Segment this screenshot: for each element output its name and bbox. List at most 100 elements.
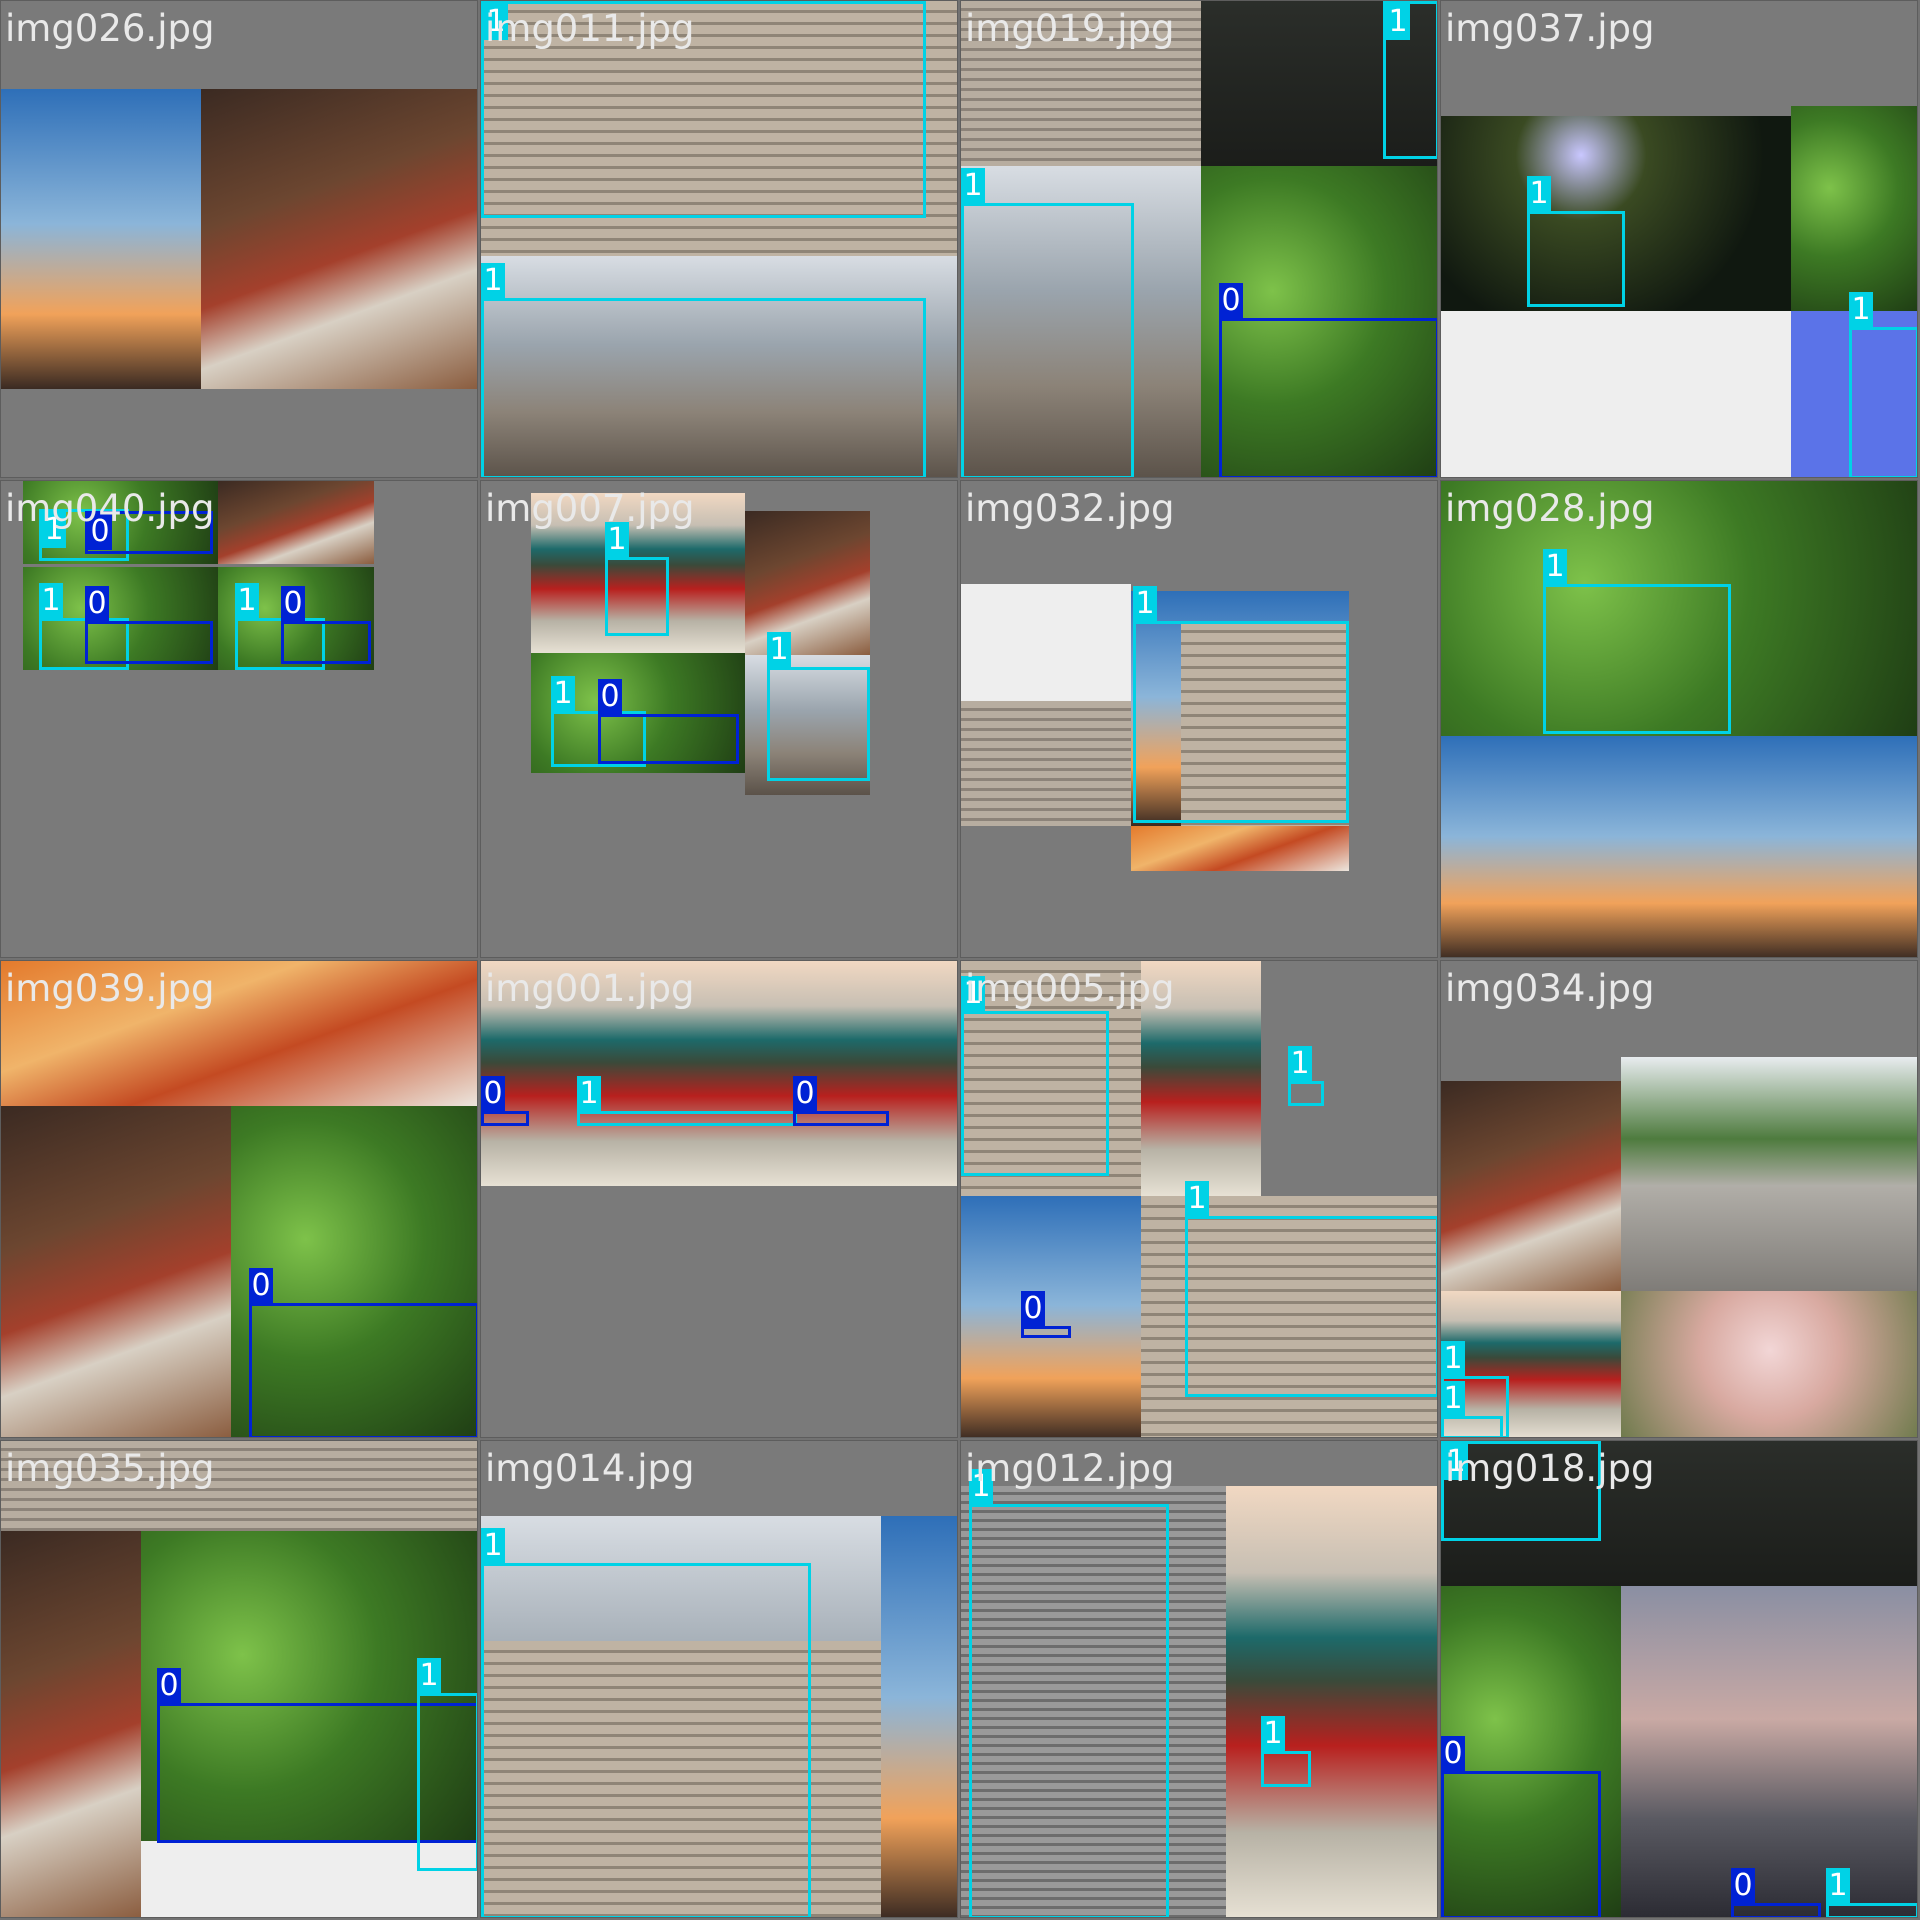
detection-box-class-1: 1 xyxy=(605,522,669,636)
photo-region xyxy=(1441,1291,1621,1437)
detection-box-class-1: 1 xyxy=(577,1076,797,1126)
photo-region xyxy=(1,961,477,1106)
detection-class-label: 1 xyxy=(961,976,985,1012)
detection-box-class-1: 1 xyxy=(235,583,325,670)
detection-box-class-1: 1 xyxy=(961,976,1109,1176)
detection-class-label: 1 xyxy=(1543,549,1567,585)
image-filename: img011.jpg xyxy=(485,7,695,50)
image-filename: img035.jpg xyxy=(5,1447,215,1490)
photo-region xyxy=(961,1196,1141,1437)
detection-class-label: 1 xyxy=(1386,4,1410,40)
detection-box-class-1: 1 xyxy=(1261,1716,1311,1787)
detection-class-label: 1 xyxy=(1444,1444,1468,1480)
detection-class-label: 1 xyxy=(1441,1381,1465,1417)
detection-box-class-0: 0 xyxy=(281,586,371,664)
detection-class-label: 1 xyxy=(767,632,791,668)
mosaic-tile: 1 0 1 0 1 0 img040.jpg xyxy=(0,480,478,958)
detection-box-class-1: 1 xyxy=(1441,1441,1601,1541)
photo-region xyxy=(1621,1057,1917,1291)
photo-region xyxy=(531,493,745,653)
photo-region xyxy=(961,1,1201,166)
photo-region xyxy=(1,1106,231,1437)
photo-region xyxy=(218,481,374,564)
photo-region xyxy=(1441,736,1917,957)
photo-region xyxy=(1441,481,1917,736)
photo-region xyxy=(481,1,957,256)
photo-region xyxy=(1226,1486,1437,1917)
detection-box-class-0: 0 xyxy=(157,1668,477,1843)
detection-box-class-1: 1 xyxy=(417,1658,477,1871)
detection-class-label: 1 xyxy=(1849,292,1873,328)
detection-class-label: 0 xyxy=(249,1268,273,1304)
detection-class-label: 0 xyxy=(793,1076,817,1112)
photo-region xyxy=(1201,166,1437,477)
photo-region xyxy=(1,1441,477,1531)
image-filename: img037.jpg xyxy=(1445,7,1655,50)
detection-box-class-0: 0 xyxy=(1731,1868,1821,1917)
mosaic-tile: 1 0 0 1 img018.jpg xyxy=(1440,1440,1918,1918)
mosaic-tile: img026.jpg xyxy=(0,0,478,478)
photo-region xyxy=(481,1641,881,1917)
detection-box-class-0: 0 xyxy=(85,586,213,664)
detection-class-label: 1 xyxy=(1441,1341,1465,1377)
photo-region xyxy=(1181,621,1349,826)
detection-class-label: 1 xyxy=(481,263,505,299)
detection-class-label: 0 xyxy=(1441,1736,1465,1772)
detection-class-label: 0 xyxy=(1731,1868,1755,1904)
detection-class-label: 0 xyxy=(481,1076,505,1112)
image-filename: img005.jpg xyxy=(965,967,1175,1010)
mosaic-tile: 1 1 img034.jpg xyxy=(1440,960,1918,1438)
detection-class-label: 1 xyxy=(1527,176,1551,212)
photo-region xyxy=(745,511,870,655)
mosaic-tile: 1 1 0 1 img005.jpg xyxy=(960,960,1438,1438)
detection-box-class-1: 1 xyxy=(39,509,129,561)
image-filename: img034.jpg xyxy=(1445,967,1655,1010)
detection-class-label: 1 xyxy=(42,512,66,548)
detection-box-class-0: 0 xyxy=(793,1076,889,1126)
detection-class-label: 1 xyxy=(961,168,985,204)
detection-class-label: 0 xyxy=(157,1668,181,1704)
detection-box-class-1: 1 xyxy=(1527,176,1625,307)
image-filename: img007.jpg xyxy=(485,487,695,530)
photo-region xyxy=(1441,1081,1621,1291)
image-filename: img001.jpg xyxy=(485,967,695,1010)
image-filename: img040.jpg xyxy=(5,487,215,530)
detection-class-label: 1 xyxy=(551,676,575,712)
detection-class-label: 1 xyxy=(969,1469,993,1505)
detection-box-class-1: 1 xyxy=(481,1528,811,1917)
detection-box-class-0: 0 xyxy=(249,1268,477,1437)
mosaic-tile: 0 1 img035.jpg xyxy=(0,1440,478,1918)
detection-class-label: 0 xyxy=(598,679,622,715)
photo-region xyxy=(481,961,957,1186)
detection-class-label: 0 xyxy=(1021,1291,1045,1327)
photo-region xyxy=(1141,961,1261,1196)
detection-class-label: 1 xyxy=(39,583,63,619)
detection-box-class-0: 0 xyxy=(481,1076,529,1126)
detection-box-class-1: 1 xyxy=(1383,1,1437,159)
photo-region xyxy=(1621,1586,1917,1917)
detection-class-label: 1 xyxy=(235,583,259,619)
detection-box-class-0: 0 xyxy=(598,679,739,764)
detection-box-class-1: 1 xyxy=(767,632,870,781)
photo-region xyxy=(961,1486,1226,1917)
detection-box-class-0: 0 xyxy=(1219,283,1437,477)
detection-class-label: 1 xyxy=(577,1076,601,1112)
detection-box-class-1: 1 xyxy=(1441,1381,1503,1437)
detection-class-label: 1 xyxy=(1185,1181,1209,1217)
detection-class-label: 1 xyxy=(1288,1046,1312,1082)
image-filename: img028.jpg xyxy=(1445,487,1655,530)
photo-region xyxy=(1791,106,1917,311)
mosaic-tile: 1 img032.jpg xyxy=(960,480,1438,958)
detection-box-class-1: 1 xyxy=(481,263,926,477)
photo-region xyxy=(1441,1441,1621,1586)
detection-box-class-1: 1 xyxy=(1826,1868,1917,1917)
photo-region xyxy=(961,961,1141,1196)
photo-region xyxy=(961,701,1131,826)
photo-region xyxy=(481,256,957,477)
detection-class-label: 1 xyxy=(481,1528,505,1564)
detection-box-class-1: 1 xyxy=(969,1469,1169,1917)
detection-class-label: 1 xyxy=(484,4,508,40)
mosaic-tile: 1 img028.jpg xyxy=(1440,480,1918,958)
photo-region xyxy=(745,655,870,795)
